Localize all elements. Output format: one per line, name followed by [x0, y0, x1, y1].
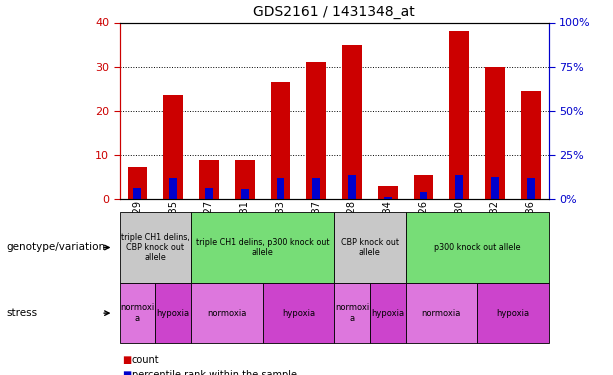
Bar	[163, 95, 183, 199]
Bar	[521, 91, 541, 199]
Bar	[384, 197, 392, 199]
Text: hypoxia: hypoxia	[497, 309, 530, 318]
Bar	[306, 62, 326, 199]
Bar	[276, 178, 284, 199]
Bar	[134, 188, 142, 199]
Bar	[312, 178, 320, 199]
Text: triple CH1 delins,
CBP knock out
allele: triple CH1 delins, CBP knock out allele	[121, 232, 189, 262]
Text: genotype/variation: genotype/variation	[6, 243, 105, 252]
Bar	[485, 67, 505, 199]
Text: normoxia: normoxia	[422, 309, 461, 318]
Bar	[414, 174, 433, 199]
Text: percentile rank within the sample: percentile rank within the sample	[132, 370, 297, 375]
Bar	[199, 160, 219, 199]
Text: normoxia: normoxia	[207, 309, 246, 318]
Text: triple CH1 delins, p300 knock out
allele: triple CH1 delins, p300 knock out allele	[196, 238, 329, 257]
Bar	[378, 186, 398, 199]
Bar	[205, 188, 213, 199]
Text: hypoxia: hypoxia	[282, 309, 315, 318]
Text: normoxi
a: normoxi a	[120, 303, 154, 323]
Bar	[235, 160, 254, 199]
Bar	[449, 32, 469, 199]
Text: normoxi
a: normoxi a	[335, 303, 369, 323]
Bar	[527, 178, 535, 199]
Bar	[455, 175, 463, 199]
Bar	[342, 45, 362, 199]
Text: CBP knock out
allele: CBP knock out allele	[341, 238, 399, 257]
Bar	[348, 175, 356, 199]
Bar	[128, 167, 147, 199]
Text: hypoxia: hypoxia	[156, 309, 190, 318]
Title: GDS2161 / 1431348_at: GDS2161 / 1431348_at	[253, 5, 415, 19]
Bar	[241, 189, 249, 199]
Bar	[270, 82, 291, 199]
Bar	[419, 192, 427, 199]
Text: ■: ■	[123, 370, 132, 375]
Text: stress: stress	[6, 308, 37, 318]
Bar	[491, 177, 499, 199]
Text: hypoxia: hypoxia	[371, 309, 405, 318]
Text: p300 knock out allele: p300 knock out allele	[434, 243, 520, 252]
Bar	[169, 178, 177, 199]
Text: count: count	[132, 355, 159, 365]
Text: ■: ■	[123, 355, 132, 365]
